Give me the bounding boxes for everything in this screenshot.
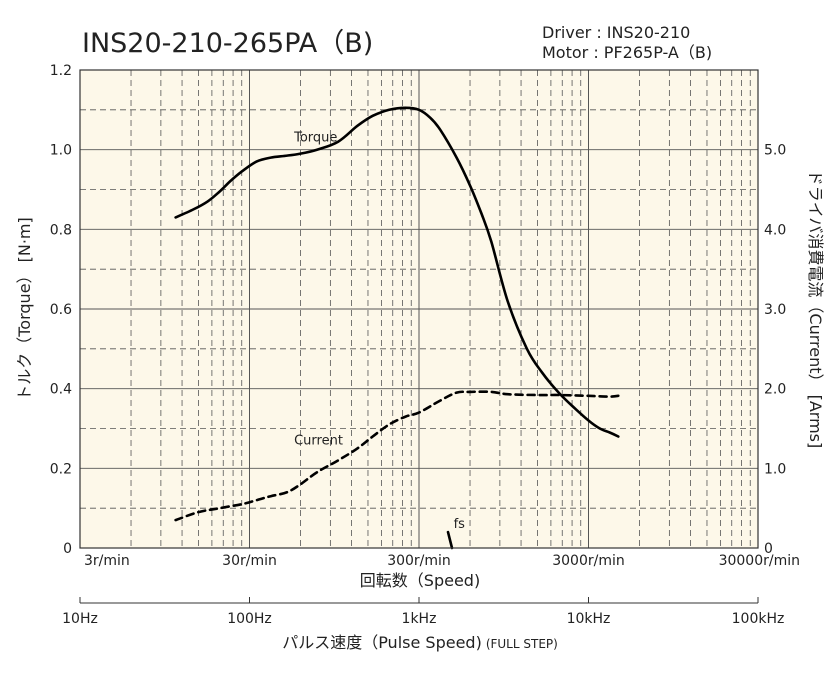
chart-subtitle-motor: Motor : PF265P-A（B) xyxy=(542,43,712,62)
x-tick-label: 30r/min xyxy=(222,553,277,569)
x-tick-label: 3000r/min xyxy=(552,553,625,569)
y2-tick-label: 4.0 xyxy=(764,222,786,238)
y2-tick-label: 5.0 xyxy=(764,143,786,159)
series-current-line xyxy=(174,390,620,522)
annotation-current: Current xyxy=(294,433,343,448)
y2-tick-label: 1.0 xyxy=(764,461,786,477)
grid xyxy=(80,70,758,548)
chart-subtitle-driver: Driver : INS20-210 xyxy=(542,23,690,42)
plot-frame xyxy=(79,69,759,549)
pulse-speed-axis-label: パルス速度（Pulse Speed) (FULL STEP) xyxy=(282,633,558,652)
pulse-speed-tick-label: 10Hz xyxy=(62,611,98,627)
x-axis-label: 回転数（Speed) xyxy=(360,571,480,590)
y-tick-label: 0 xyxy=(63,541,72,557)
y2-axis-label: ドライバ消費電流（Current） [Arms] xyxy=(806,170,825,449)
y-tick-label: 0.6 xyxy=(50,302,72,318)
y-tick-label: 0.4 xyxy=(50,382,72,398)
y-tick-label: 0.2 xyxy=(50,461,72,477)
series-fs-line xyxy=(446,530,454,550)
annotation-torque: Torque xyxy=(293,131,337,146)
y2-tick-label: 3.0 xyxy=(764,302,786,318)
y-axis-label: トルク（Torque） [N·m] xyxy=(15,217,34,401)
pulse-speed-tick-label: 10kHz xyxy=(567,611,611,627)
y-axis-tick-labels: 0 0.2 0.4 0.6 0.8 1.0 1.2 xyxy=(50,63,72,557)
y2-tick-label: 2.0 xyxy=(764,382,786,398)
series-torque-line xyxy=(174,106,620,438)
y-tick-label: 1.2 xyxy=(50,63,72,79)
pulse-speed-tick-label: 100Hz xyxy=(227,611,272,627)
x-tick-label: 3r/min xyxy=(84,553,130,569)
pulse-speed-axis-ticks: 10Hz 100Hz 1kHz 10kHz 100kHz xyxy=(62,597,784,627)
annotation-fs: fs xyxy=(454,517,466,532)
pulse-speed-tick-label: 1kHz xyxy=(402,611,437,627)
y-tick-label: 0.8 xyxy=(50,222,72,238)
pulse-speed-tick-label: 100kHz xyxy=(732,611,785,627)
y2-axis-tick-labels: 0 1.0 2.0 3.0 4.0 5.0 xyxy=(764,143,786,557)
y2-tick-label: 0 xyxy=(764,541,773,557)
x-axis-tick-labels: 3r/min 30r/min 300r/min 3000r/min 30000r/min xyxy=(84,553,800,569)
series-layer xyxy=(174,106,620,550)
x-tick-label: 300r/min xyxy=(387,553,451,569)
x-tick-label: 30000r/min xyxy=(719,553,800,569)
chart-title: INS20-210-265PA（B) xyxy=(82,28,373,59)
y-tick-label: 1.0 xyxy=(50,143,72,159)
annotations: Torque Current fs xyxy=(293,131,465,532)
